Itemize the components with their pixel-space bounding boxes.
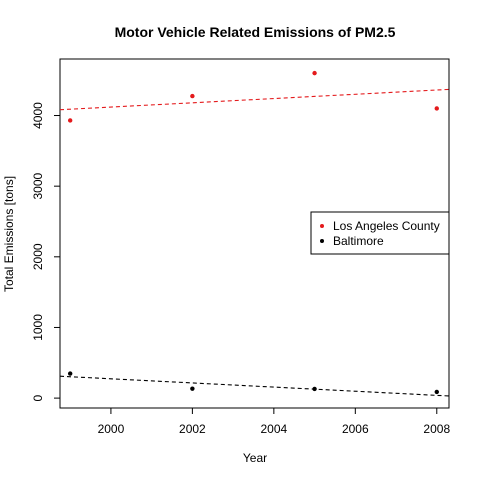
legend-label-los-angeles: Los Angeles County [333,219,440,233]
point-los-angeles-2002 [190,94,194,98]
legend-marker-los-angeles [320,224,324,228]
y-tick-label-3000: 3000 [31,172,45,199]
point-los-angeles-1999 [68,118,72,122]
point-los-angeles-2005 [312,71,316,75]
point-baltimore-1999 [68,371,72,375]
point-baltimore-2008 [435,390,439,394]
y-tick-label-2000: 2000 [31,243,45,270]
x-tick-label-2002: 2002 [179,422,206,436]
x-axis-label: Year [243,451,267,465]
y-axis-label: Total Emissions [tons] [2,176,16,292]
trend-line-baltimore [60,376,449,396]
chart-title: Motor Vehicle Related Emissions of PM2.5 [115,24,396,40]
point-baltimore-2005 [312,387,316,391]
x-tick-label-2008: 2008 [423,422,450,436]
legend-marker-baltimore [320,239,324,243]
point-los-angeles-2008 [435,106,439,110]
legend-label-baltimore: Baltimore [333,234,384,248]
point-baltimore-2002 [190,386,194,390]
y-tick-label-4000: 4000 [31,102,45,129]
trend-line-los-angeles [60,89,449,109]
y-tick-label-0: 0 [31,394,45,401]
x-tick-label-2000: 2000 [98,422,125,436]
x-tick-label-2004: 2004 [260,422,287,436]
x-tick-label-2006: 2006 [342,422,369,436]
legend: Los Angeles County Baltimore [311,212,449,254]
y-tick-label-1000: 1000 [31,314,45,341]
